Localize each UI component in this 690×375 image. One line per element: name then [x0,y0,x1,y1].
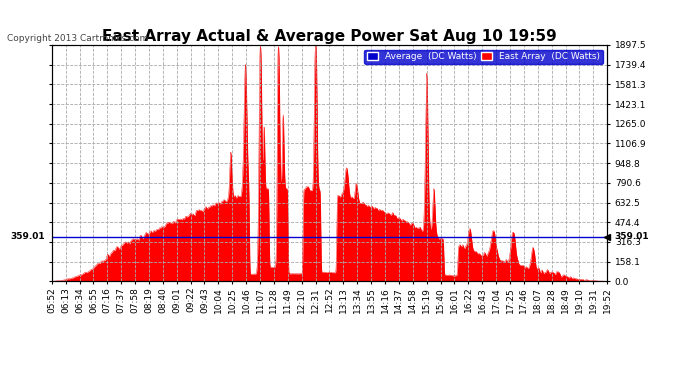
Text: 359.01: 359.01 [614,232,649,241]
Legend: Average  (DC Watts), East Array  (DC Watts): Average (DC Watts), East Array (DC Watts… [364,50,602,64]
Title: East Array Actual & Average Power Sat Aug 10 19:59: East Array Actual & Average Power Sat Au… [102,29,557,44]
Text: Copyright 2013 Cartronics.com: Copyright 2013 Cartronics.com [7,34,148,43]
Text: 359.01: 359.01 [10,232,45,241]
